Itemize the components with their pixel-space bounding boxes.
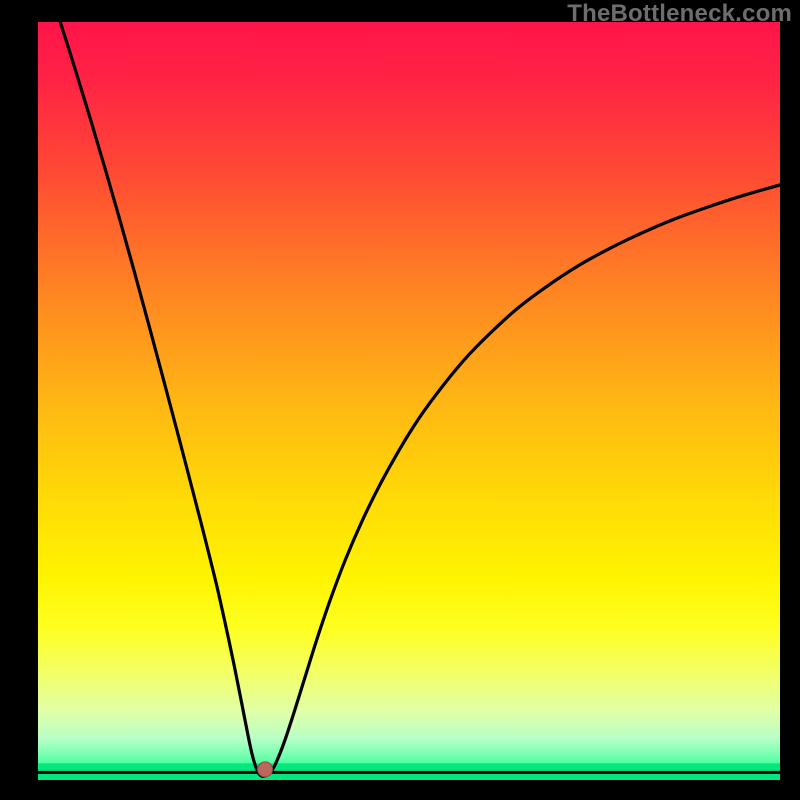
gradient-background	[38, 22, 780, 780]
min-marker	[258, 762, 273, 777]
chart-frame: TheBottleneck.com	[0, 0, 800, 800]
plot-area	[38, 22, 780, 780]
bottleneck-curve-chart	[38, 22, 780, 780]
